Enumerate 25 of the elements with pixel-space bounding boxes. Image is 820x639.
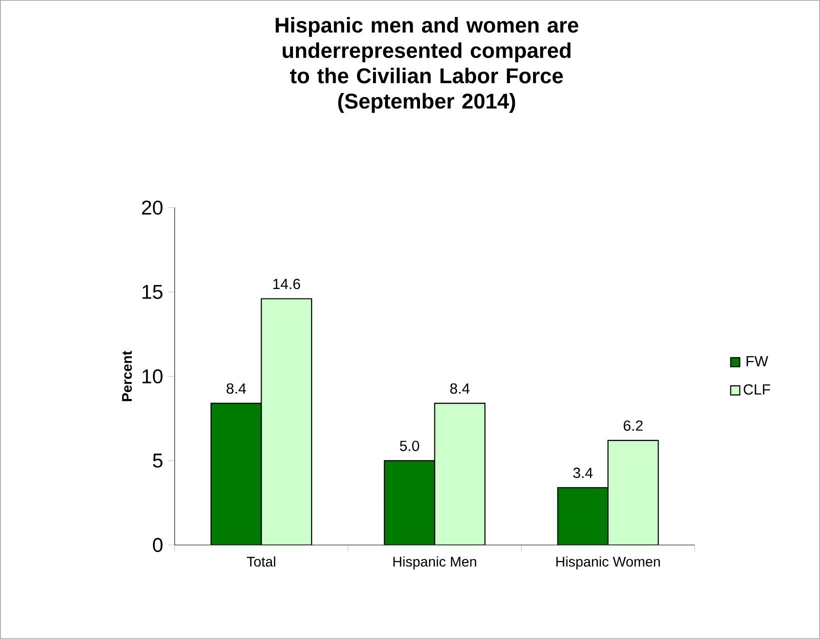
- bar: [260, 298, 312, 545]
- x-tick-label: Hispanic Men: [393, 556, 476, 570]
- data-label: 3.4: [573, 468, 593, 478]
- y-tick-label: 5: [152, 454, 162, 468]
- chart-title: Hispanic men and women are underrepresented compared to the Civilian Labor Force: [276, 17, 578, 84]
- x-tick-label: Hispanic Women: [556, 556, 660, 570]
- x-tick-label: Total: [246, 556, 276, 567]
- y-tick-label: 10: [142, 369, 162, 384]
- data-label: 5.0: [400, 440, 420, 452]
- bar: [210, 402, 262, 545]
- data-label: 8.4: [450, 383, 470, 394]
- bar: [434, 402, 486, 545]
- bar: [384, 460, 436, 545]
- data-label: 6.2: [624, 420, 643, 431]
- data-label: 8.4: [226, 383, 246, 394]
- legend-label: FW: [746, 356, 768, 366]
- y-tick-label: 20: [142, 200, 162, 215]
- bar: [607, 440, 659, 545]
- legend-label: CLF: [744, 384, 770, 395]
- y-tick-label: 0: [152, 538, 162, 552]
- data-label: 14.6: [273, 278, 300, 290]
- y-axis-title: Percent: [122, 350, 132, 402]
- bar: [557, 487, 609, 545]
- chart-subtitle: (September 2014): [338, 93, 516, 113]
- y-tick-label: 15: [142, 285, 162, 299]
